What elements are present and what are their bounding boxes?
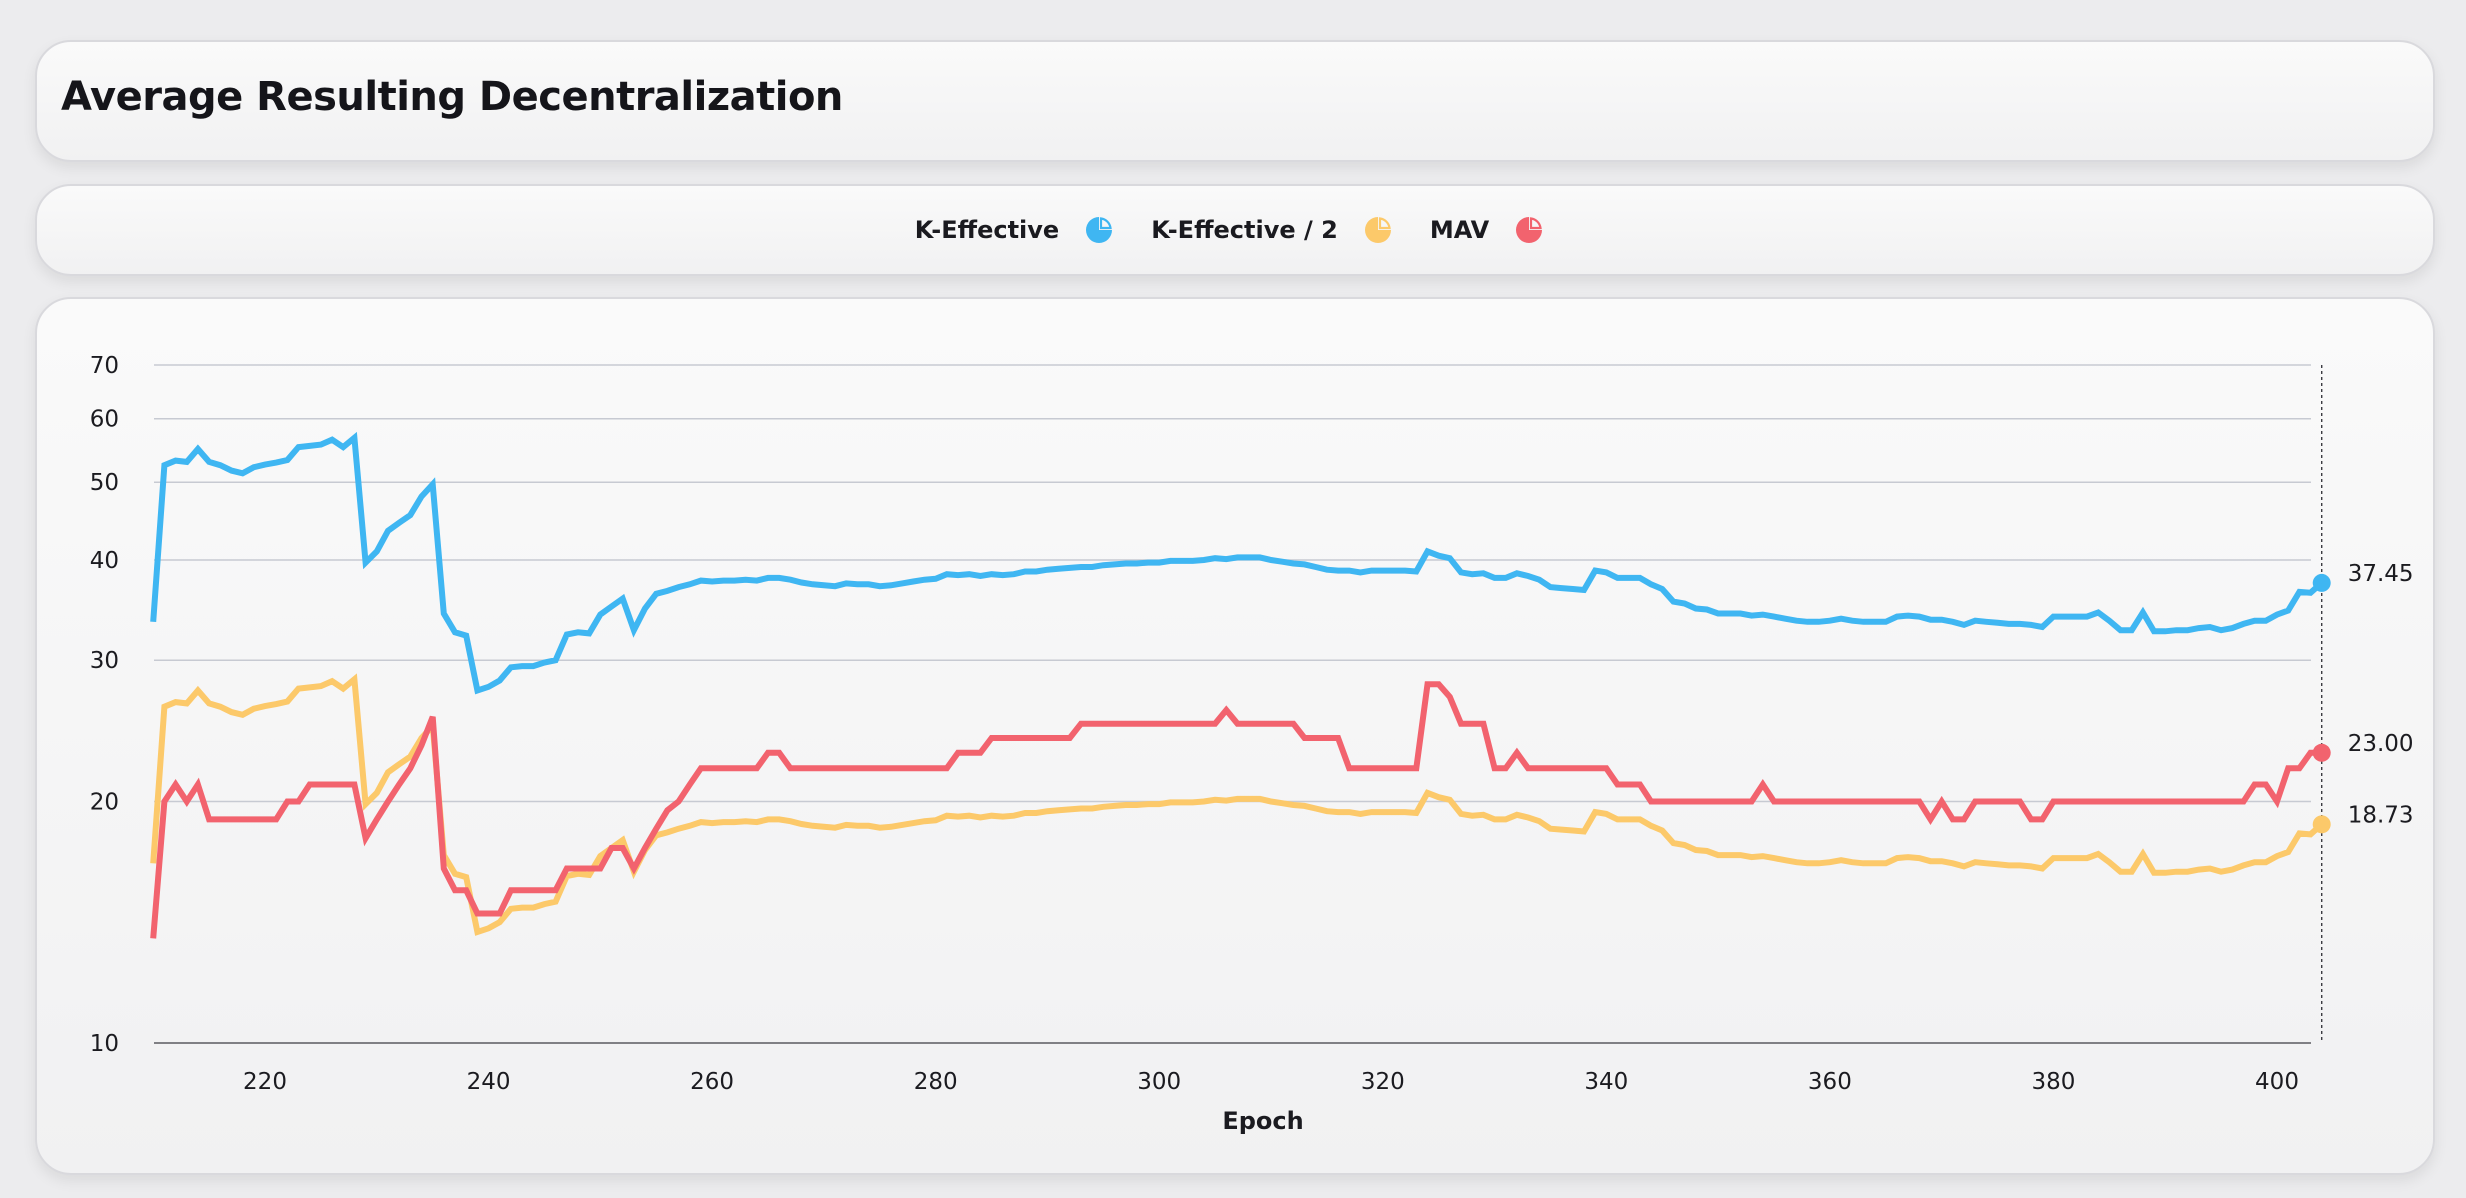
chart-legend: K-Effective K-Effective / 2 MAV	[37, 186, 2433, 274]
x-tick-label: 300	[1137, 1069, 1181, 1095]
x-tick-label: 360	[1808, 1069, 1852, 1095]
legend-item[interactable]: K-Effective	[915, 216, 1113, 244]
pie-chart-icon	[1086, 217, 1113, 243]
series-line	[150, 681, 2322, 939]
pie-chart-icon	[1364, 217, 1391, 243]
legend-label: K-Effective	[914, 216, 1060, 244]
x-tick-label: 240	[467, 1069, 511, 1095]
end-value-label: 23.00	[2348, 731, 2414, 757]
legend-item[interactable]: K-Effective / 2	[1151, 216, 1392, 244]
y-tick-label: 60	[90, 407, 119, 433]
line-chart: 10 20 30 40 50 60 70 220 240 260 280 300 320 340 360 38…	[90, 353, 2414, 1135]
series-line	[150, 431, 2324, 695]
end-point-marker[interactable]	[2312, 743, 2331, 762]
legend-item[interactable]: MAV	[1430, 216, 1543, 244]
y-tick-label: 70	[90, 353, 119, 379]
page-title: Average Resulting Decentralization	[61, 74, 843, 120]
end-value-label: 37.45	[2348, 561, 2414, 587]
legend-card: K-Effective K-Effective / 2 MAV	[35, 184, 2435, 276]
x-tick-label: 260	[690, 1069, 734, 1095]
pie-chart-icon	[1516, 217, 1543, 243]
x-tick-label: 400	[2255, 1069, 2299, 1095]
y-tick-label: 20	[90, 789, 119, 815]
x-tick-label: 320	[1361, 1069, 1405, 1095]
title-card: Average Resulting Decentralization	[35, 40, 2435, 162]
x-axis-title: Epoch	[1222, 1107, 1303, 1135]
series-line	[150, 673, 2324, 936]
x-tick-label: 280	[914, 1069, 958, 1095]
x-tick-label: 220	[243, 1069, 287, 1095]
y-tick-label: 10	[90, 1031, 119, 1057]
end-value-label: 18.73	[2348, 802, 2414, 828]
legend-label: K-Effective / 2	[1151, 216, 1338, 244]
y-tick-label: 30	[90, 648, 119, 674]
end-point-marker[interactable]	[2312, 815, 2331, 834]
x-tick-label: 380	[2031, 1069, 2075, 1095]
y-tick-label: 40	[90, 548, 119, 574]
chart-card: 10 20 30 40 50 60 70 220 240 260 280 300 320 340 360 38…	[35, 297, 2435, 1175]
y-tick-label: 50	[90, 470, 119, 496]
legend-label: MAV	[1429, 216, 1490, 244]
end-point-marker[interactable]	[2312, 573, 2331, 592]
x-tick-label: 340	[1584, 1069, 1628, 1095]
